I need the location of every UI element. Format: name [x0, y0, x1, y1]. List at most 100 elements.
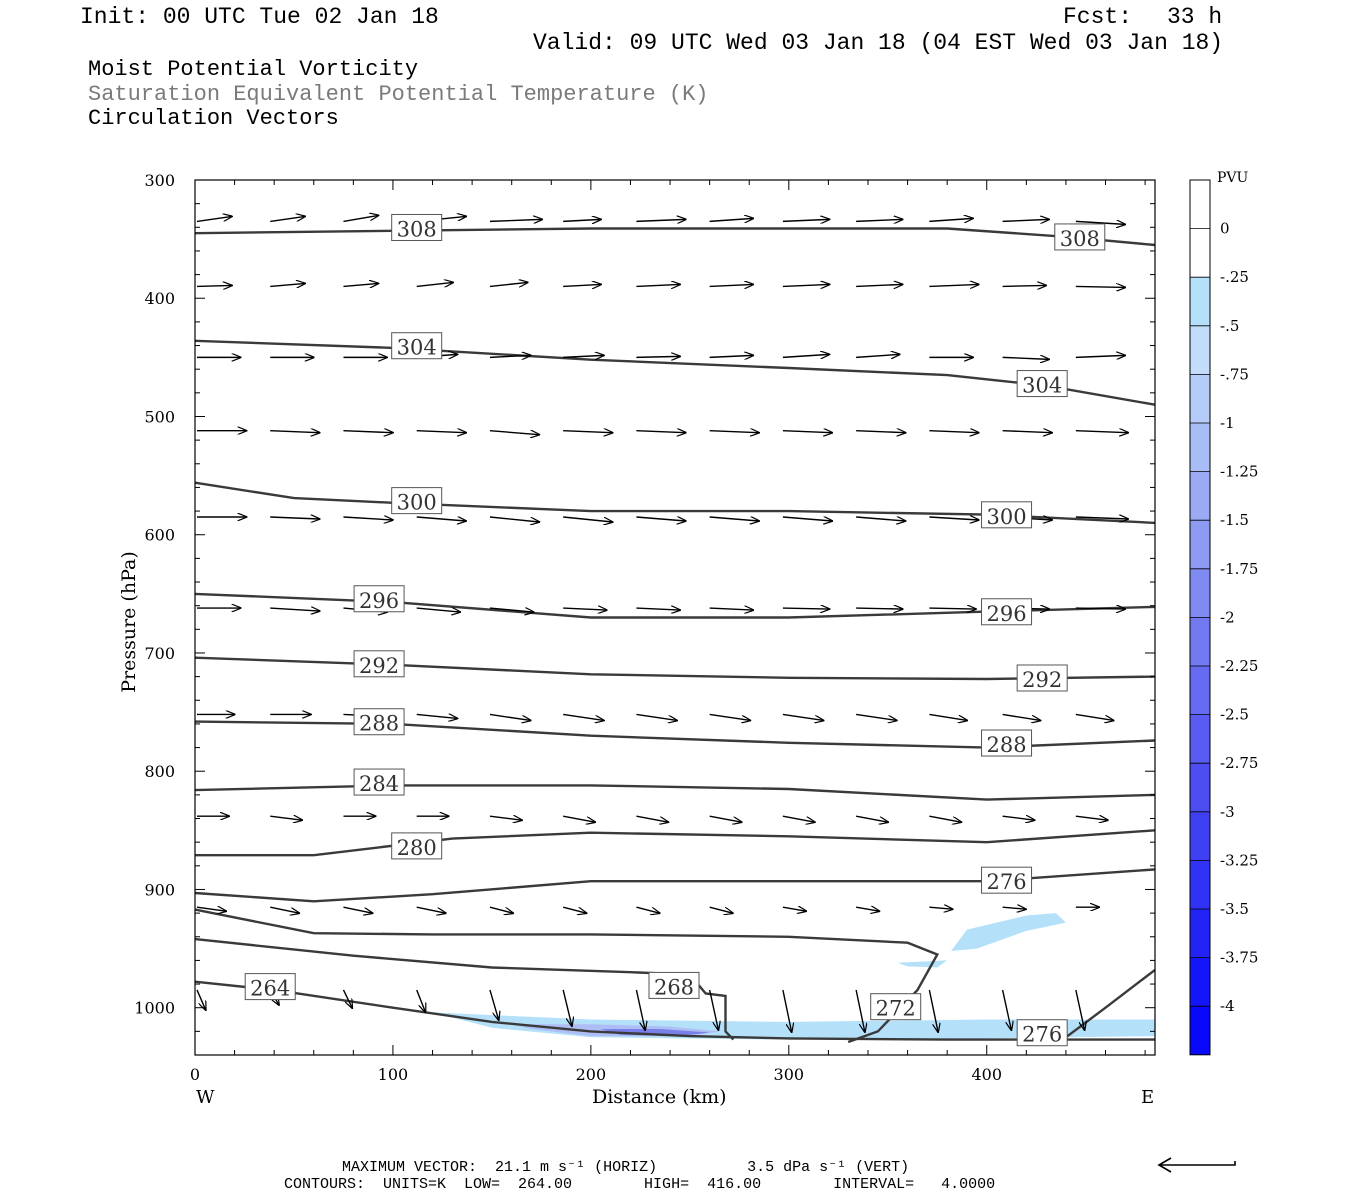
contour-info-note: CONTOURS: UNITS=K LOW= 264.00 HIGH= 416.… [284, 1176, 996, 1193]
colorbar-tick-label: 0 [1220, 220, 1230, 238]
circulation-vector [416, 608, 461, 612]
colorbar-bin-9 [1190, 617, 1210, 666]
y-tick-label: 1000 [134, 999, 175, 1018]
circulation-vector [1075, 286, 1125, 287]
contour-label-box-292 [353, 650, 405, 678]
colorbar-tick-label: -1.75 [1220, 560, 1258, 578]
circulation-vector [635, 989, 645, 1030]
init-time: Init: 00 UTC Tue 02 Jan 18 [80, 4, 439, 30]
circulation-vector [636, 713, 677, 720]
colorbar-bin-8 [1190, 568, 1210, 618]
circulation-vector [343, 431, 392, 433]
colorbar-bin-11 [1190, 714, 1210, 764]
circulation-vector [196, 285, 232, 286]
colorbar-bin-14 [1190, 860, 1210, 909]
circulation-vector [1075, 355, 1125, 357]
circulation-vector [929, 713, 967, 720]
circulation-vector [1075, 816, 1108, 820]
colorbar-tick-label: -3 [1220, 803, 1235, 821]
circulation-vector [563, 431, 612, 433]
circulation-vector [782, 815, 815, 822]
contour-label-272: 272 [876, 997, 916, 1021]
circulation-vector [928, 989, 938, 1032]
circulation-vector [416, 282, 453, 286]
circulation-vector [636, 608, 680, 610]
circulation-vector [856, 713, 897, 720]
contour-label-300: 300 [397, 491, 437, 515]
theta-e-contour-284 [194, 784, 1156, 801]
y-tick-label: 800 [144, 762, 175, 781]
circulation-vector [636, 906, 659, 913]
field-title-3: Circulation Vectors [88, 106, 339, 131]
circulation-vector [709, 906, 733, 913]
colorbar-tick-label: -3.75 [1220, 949, 1258, 967]
x-tick-label: 300 [774, 1065, 805, 1084]
circulation-vector [563, 284, 601, 286]
contour-label-292: 292 [359, 654, 399, 678]
colorbar-tick-label: -.5 [1220, 317, 1239, 335]
circulation-vector [563, 219, 601, 221]
field-title-1: Moist Potential Vorticity [88, 57, 419, 82]
plot-frame [194, 179, 1156, 1056]
colorbar-tick-label: -1.5 [1220, 511, 1249, 529]
colorbar-tick-label: -3.5 [1220, 900, 1249, 918]
contour-label-268: 268 [654, 975, 694, 999]
circulation-vector [416, 989, 426, 1012]
circulation-vector [1002, 907, 1026, 909]
contour-label-box-284 [353, 768, 405, 796]
forecast-hour: 33 h [1167, 4, 1223, 30]
circulation-vector [636, 219, 685, 221]
contour-label-box-304 [1016, 370, 1068, 398]
x-tick-label: 0 [190, 1065, 200, 1084]
circulation-vector [489, 516, 539, 522]
contour-label-308: 308 [1060, 227, 1100, 251]
circulation-vector [343, 215, 378, 223]
colorbar-tick-label: -.75 [1220, 365, 1249, 383]
contour-label-292: 292 [1022, 668, 1062, 692]
theta-e-contour-292 [194, 656, 1156, 681]
colorbar-tick-label: -2.25 [1220, 657, 1258, 675]
contour-label-box-272 [870, 993, 922, 1021]
colorbar-tick-label: -1 [1220, 414, 1235, 432]
pv-shading-2 [897, 960, 948, 968]
colorbar-unit-label: PVU [1217, 170, 1249, 186]
field-title-2: Saturation Equivalent Potential Temperat… [88, 82, 709, 107]
circulation-vector [856, 354, 900, 357]
circulation-vector [343, 906, 372, 913]
pv-shading-1 [951, 913, 1066, 951]
circulation-vector [929, 608, 975, 609]
contour-label-296: 296 [986, 602, 1026, 626]
contour-label-box-296 [353, 585, 405, 613]
contour-label-284: 284 [359, 772, 399, 796]
contour-label-308: 308 [397, 217, 437, 241]
contour-label-box-264 [244, 973, 296, 1001]
theta-e-contour-308 [194, 227, 1156, 247]
forecast-label: Fcst: [1063, 4, 1133, 30]
colorbar-tick-label: -1.25 [1220, 463, 1258, 481]
max-vector-note: MAXIMUM VECTOR: 21.1 m s⁻¹ (HORIZ) 3.5 d… [342, 1159, 910, 1176]
colorbar-bin-2 [1190, 277, 1210, 326]
circulation-vector [636, 284, 680, 286]
colorbar-bin-7 [1190, 520, 1210, 569]
circulation-vector [782, 284, 829, 286]
circulation-vector [929, 517, 978, 520]
circulation-vector [782, 907, 806, 911]
contour-label-288: 288 [986, 733, 1026, 757]
circulation-vector [1001, 989, 1012, 1030]
circulation-vector [782, 219, 829, 221]
circulation-vector [489, 219, 542, 221]
x-tick-label: 100 [378, 1065, 409, 1084]
contour-label-box-288 [981, 729, 1033, 757]
circulation-vector [1002, 713, 1041, 720]
circulation-vector [709, 431, 759, 433]
circulation-vector [929, 284, 978, 286]
circulation-vector [270, 608, 319, 611]
valid-time: Valid: 09 UTC Wed 03 Jan 18 (04 EST Wed … [533, 30, 1224, 56]
circulation-vector [856, 431, 905, 433]
x-axis-west-label: W [196, 1087, 215, 1108]
circulation-vector [709, 355, 754, 357]
x-tick-label: 400 [971, 1065, 1002, 1084]
y-axis-label: Pressure (hPa) [118, 551, 140, 693]
circulation-vector [856, 608, 902, 609]
